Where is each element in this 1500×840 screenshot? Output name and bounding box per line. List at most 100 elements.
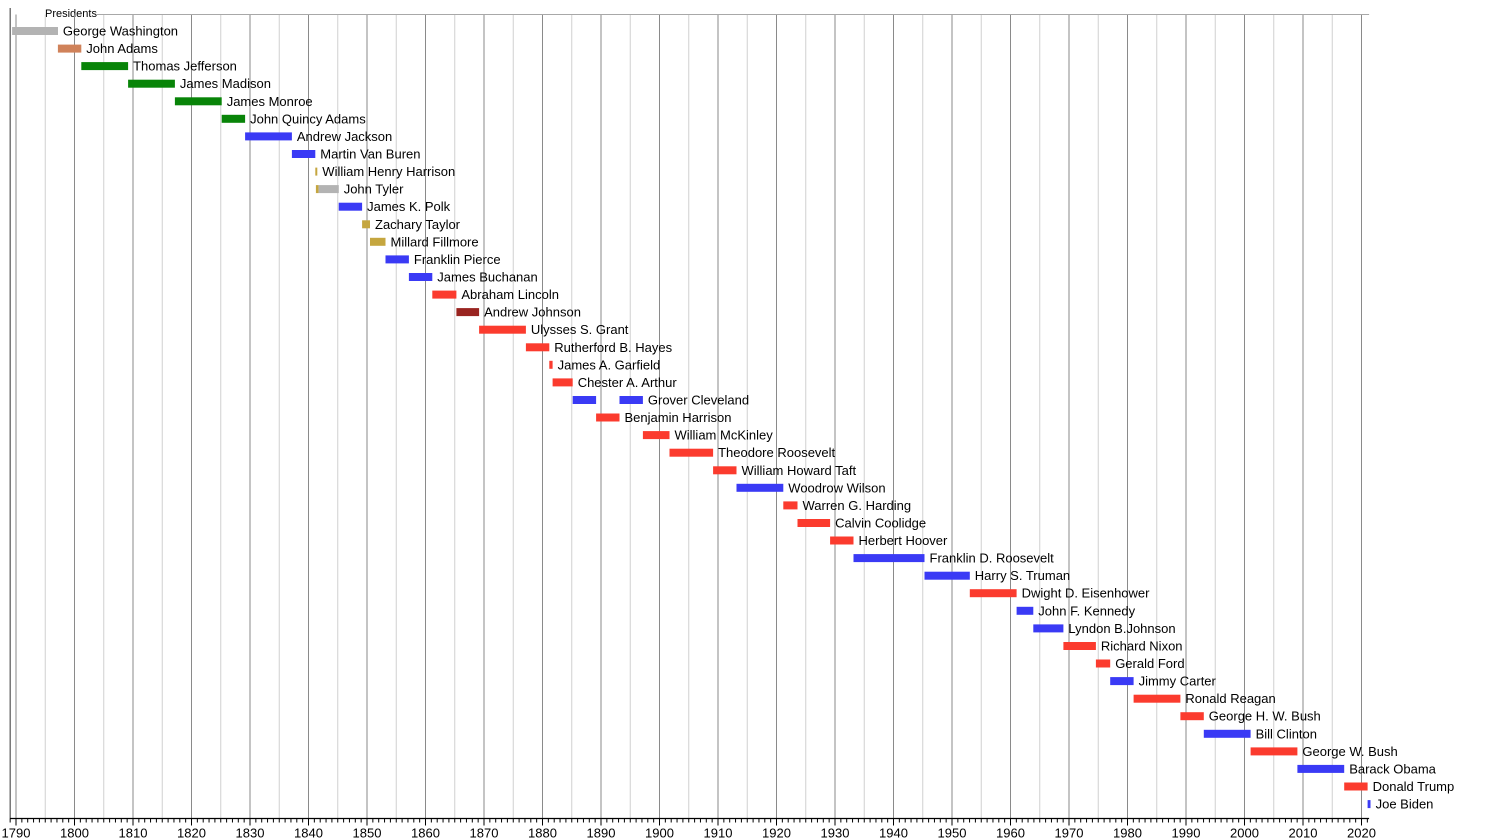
president-term-bar — [245, 132, 292, 141]
president-term-bar — [128, 79, 175, 88]
president-term-bar — [174, 97, 222, 106]
x-axis-tick-label: 1840 — [294, 826, 323, 840]
president-name-label: Thomas Jefferson — [133, 59, 237, 74]
president-term-bar — [1250, 747, 1298, 756]
president-name-label: John Tyler — [344, 182, 404, 197]
president-name-label: James Buchanan — [437, 270, 537, 285]
president-term-bar — [12, 27, 59, 35]
president-name-label: Barack Obama — [1349, 761, 1436, 776]
x-axis-tick-label: 1850 — [353, 826, 382, 840]
president-name-label: Donald Trump — [1373, 779, 1455, 794]
president-term-bar — [456, 308, 480, 317]
president-name-label: Chester A. Arthur — [578, 375, 678, 390]
president-name-label: Ronald Reagan — [1185, 691, 1275, 706]
president-name-label: Bill Clinton — [1256, 726, 1317, 741]
president-term-bar — [1180, 712, 1204, 721]
x-axis-tick-label: 2000 — [1230, 826, 1259, 840]
president-name-label: Theodore Roosevelt — [718, 445, 835, 460]
president-name-label: Ulysses S. Grant — [531, 322, 629, 337]
president-name-label: Zachary Taylor — [375, 217, 461, 232]
president-name-label: Harry S. Truman — [975, 568, 1070, 583]
president-term-bar — [81, 62, 129, 71]
president-term-bar — [408, 273, 433, 281]
x-axis-tick-label: 1880 — [528, 826, 557, 840]
president-term-bar — [338, 202, 363, 211]
president-term-bar — [370, 237, 386, 246]
x-axis-tick-label: 1990 — [1172, 826, 1201, 840]
president-term-bar — [362, 220, 370, 229]
x-axis-tick-label: 1950 — [938, 826, 967, 840]
president-term-bar — [385, 255, 409, 264]
x-axis-tick-label: 1900 — [645, 826, 674, 840]
president-name-label: Franklin Pierce — [414, 252, 501, 267]
president-term-bar — [736, 483, 784, 492]
x-axis-tick-label: 1870 — [470, 826, 499, 840]
president-name-label: James K. Polk — [367, 199, 451, 214]
president-term-bar — [1203, 729, 1251, 738]
president-term-bar — [713, 466, 737, 475]
x-axis-tick-label: 1980 — [1113, 826, 1142, 840]
president-term-bar — [830, 536, 854, 545]
president-name-label: Rutherford B. Hayes — [554, 340, 672, 355]
president-term-bar — [315, 167, 318, 176]
president-term-bar — [525, 343, 550, 352]
x-axis-tick-label: 1790 — [2, 826, 31, 840]
president-term-bar — [619, 396, 643, 404]
x-axis-tick-label: 1830 — [236, 826, 265, 840]
president-term-bar — [221, 114, 246, 123]
x-axis-tick-label: 1800 — [60, 826, 89, 840]
president-name-label: Lyndon B.Johnson — [1068, 621, 1175, 636]
president-name-label: Richard Nixon — [1101, 639, 1183, 654]
president-term-bar — [1110, 677, 1134, 686]
president-name-label: Joe Biden — [1376, 797, 1434, 812]
president-name-label: Herbert Hoover — [859, 533, 949, 548]
president-name-label: George H. W. Bush — [1209, 709, 1321, 724]
president-term-bar — [1095, 659, 1111, 668]
president-name-label: William McKinley — [675, 428, 774, 443]
president-term-bar — [1016, 606, 1034, 615]
president-term-bar — [1344, 782, 1368, 791]
president-term-bar — [479, 325, 526, 334]
president-term-bar — [1063, 642, 1096, 650]
x-axis-tick-label: 1920 — [762, 826, 791, 840]
chart-title: Presidents — [45, 8, 97, 20]
x-axis-tick-label: 2010 — [1289, 826, 1318, 840]
x-axis-tick-label: 1910 — [704, 826, 733, 840]
president-name-label: Abraham Lincoln — [461, 287, 559, 302]
president-name-label: William Howard Taft — [742, 463, 857, 478]
president-name-label: Franklin D. Roosevelt — [930, 551, 1055, 566]
president-name-label: John Quincy Adams — [250, 111, 366, 126]
president-term-bar — [969, 589, 1017, 598]
x-axis-tick-label: 1970 — [1055, 826, 1084, 840]
president-name-label: Jimmy Carter — [1139, 674, 1217, 689]
president-name-label: Warren G. Harding — [803, 498, 912, 513]
president-name-label: Andrew Jackson — [297, 129, 392, 144]
president-term-bar — [783, 501, 798, 510]
x-axis-tick-label: 1960 — [996, 826, 1025, 840]
president-term-bar — [669, 448, 714, 457]
x-axis-tick-label: 1890 — [587, 826, 616, 840]
president-name-label: James Madison — [180, 76, 271, 91]
president-name-label: James A. Garfield — [558, 357, 661, 372]
president-term-bar — [1133, 694, 1181, 703]
president-name-label: Martin Van Buren — [320, 147, 420, 162]
president-name-label: John Adams — [86, 41, 158, 56]
x-axis-tick-label: 1860 — [411, 826, 440, 840]
president-term-bar — [318, 185, 339, 194]
president-name-label: George W. Bush — [1302, 744, 1397, 759]
president-term-bar — [797, 519, 831, 527]
president-term-bar — [1033, 624, 1064, 633]
president-term-bar — [924, 571, 970, 580]
president-term-bar — [596, 413, 620, 422]
president-term-bar — [853, 554, 925, 563]
president-name-label: Benjamin Harrison — [625, 410, 732, 425]
president-term-bar — [1297, 764, 1345, 773]
president-name-label: John F. Kennedy — [1038, 603, 1135, 618]
x-axis-tick-label: 2020 — [1347, 826, 1376, 840]
president-term-bar — [291, 150, 316, 158]
president-name-label: Gerald Ford — [1115, 656, 1184, 671]
president-term-bar — [432, 290, 457, 299]
x-axis-tick-label: 1940 — [879, 826, 908, 840]
